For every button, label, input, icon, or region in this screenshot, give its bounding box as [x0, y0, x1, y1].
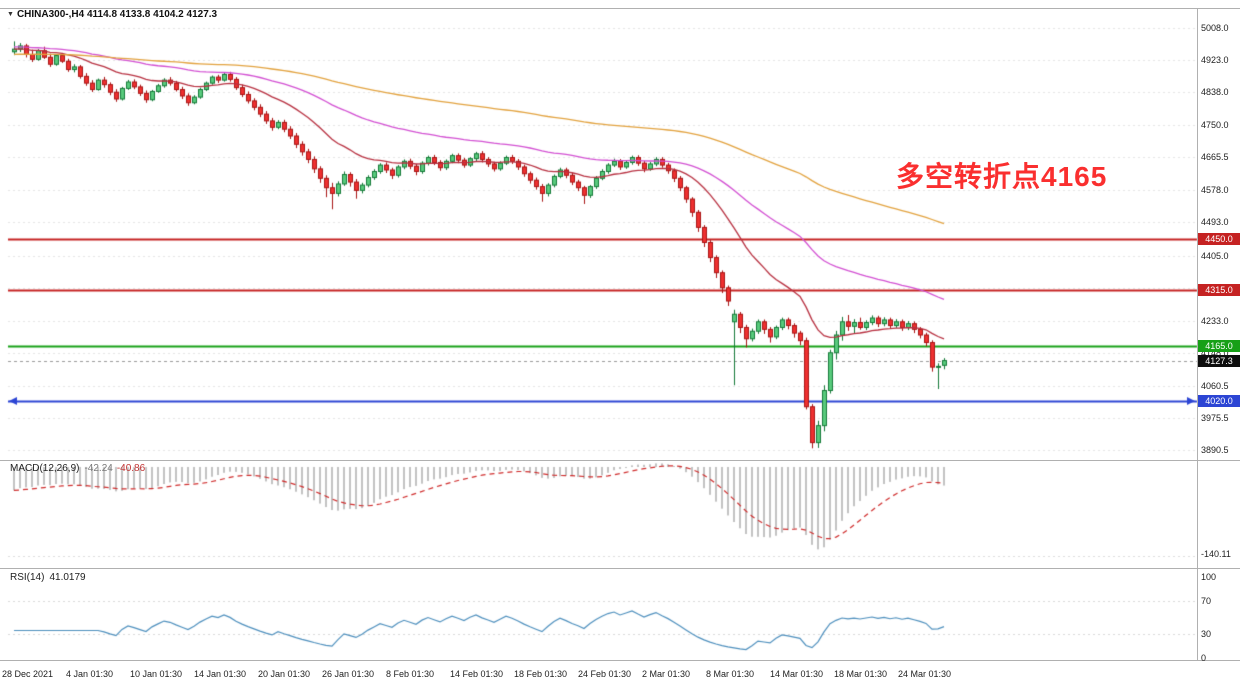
price-tick-label: 3890.5 — [1201, 445, 1229, 455]
price-tick-label: 4578.0 — [1201, 185, 1229, 196]
current-price-badge: 4127.3 — [1198, 354, 1240, 367]
price-tick-label: 4405.0 — [1201, 250, 1229, 261]
price-tick-label: 4493.0 — [1201, 217, 1229, 228]
date-tick-label: 8 Mar 01:30 — [706, 669, 755, 679]
macd-signal-value: -40.86 — [116, 463, 146, 474]
chart-title: ▼ CHINA300-,H4 4114.8 4133.8 4104.2 4127.… — [7, 9, 217, 20]
rsi-scale-label: 30 — [1201, 628, 1212, 639]
price-tick-label: 4838.0 — [1201, 87, 1229, 98]
date-tick-label: 24 Feb 01:30 — [578, 669, 632, 679]
price-tick-label: 4750.0 — [1201, 120, 1229, 131]
symbol-timeframe-label: CHINA300-,H4 — [16, 9, 85, 20]
date-tick-label: 26 Jan 01:30 — [322, 669, 375, 679]
symbol-marker-icon[interactable]: ▼ — [7, 11, 14, 18]
ohlc-values-label: 4114.8 4133.8 4104.2 4127.3 — [86, 9, 218, 20]
price-level-badge: 4315.0 — [1198, 283, 1240, 296]
chart-top-border — [0, 8, 1240, 9]
price-tick-label: 4060.5 — [1201, 380, 1229, 391]
rsi-scale-label: 0 — [1201, 653, 1207, 663]
date-tick-label: 14 Feb 01:30 — [450, 669, 504, 679]
price-tick-label: 4923.0 — [1201, 55, 1229, 66]
price-level-badge: 4165.0 — [1198, 340, 1240, 353]
rsi-scale-label: 70 — [1201, 596, 1212, 607]
price-tick-label: 4665.5 — [1201, 152, 1229, 163]
price-tick-label: 4148.0 — [1201, 347, 1229, 358]
rsi-indicator-label: RSI(14) 41.0179 — [10, 572, 86, 583]
price-axis-border — [1197, 8, 1198, 661]
rsi-value: 41.0179 — [49, 572, 86, 583]
annotation-text: 多空转折点4165 — [896, 161, 1108, 192]
macd-indicator-label: MACD(12,26,9) -42.24 -40.86 — [10, 463, 145, 474]
macd-scale-min-label: -140.11 — [1201, 549, 1231, 559]
date-tick-label: 4 Jan 01:30 — [66, 669, 114, 679]
macd-rsi-divider[interactable] — [0, 568, 1240, 569]
date-tick-label: 18 Mar 01:30 — [834, 669, 888, 679]
main-macd-divider[interactable] — [0, 460, 1240, 461]
macd-name: MACD(12,26,9) — [10, 463, 80, 474]
price-level-badge: 4020.0 — [1198, 395, 1240, 408]
date-tick-label: 14 Mar 01:30 — [770, 669, 824, 679]
date-tick-label: 28 Dec 2021 — [2, 669, 54, 679]
date-tick-label: 14 Jan 01:30 — [194, 669, 247, 679]
rsi-name: RSI(14) — [10, 572, 45, 583]
date-tick-label: 10 Jan 01:30 — [130, 669, 183, 679]
price-tick-label: 3975.5 — [1201, 412, 1229, 423]
price-tick-label: 4233.0 — [1201, 315, 1229, 326]
date-tick-label: 18 Feb 01:30 — [514, 669, 568, 679]
macd-main-value: -42.24 — [84, 463, 113, 474]
price-tick-label: 5008.0 — [1201, 23, 1229, 33]
date-tick-label: 20 Jan 01:30 — [258, 669, 311, 679]
date-tick-label: 24 Mar 01:30 — [898, 669, 952, 679]
rsi-dateaxis-divider — [0, 660, 1240, 661]
date-tick-label: 8 Feb 01:30 — [386, 669, 435, 679]
rsi-scale-label: 100 — [1201, 572, 1217, 582]
date-tick-label: 2 Mar 01:30 — [642, 669, 691, 679]
price-level-badge: 4450.0 — [1198, 232, 1240, 245]
